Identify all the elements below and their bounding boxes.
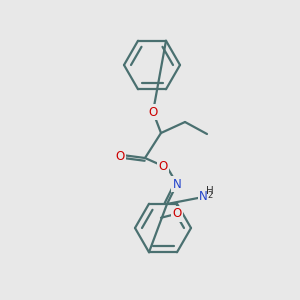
Text: O: O <box>116 149 124 163</box>
Text: O: O <box>148 106 158 118</box>
Text: 2: 2 <box>207 191 212 200</box>
Text: N: N <box>172 178 182 190</box>
Text: H: H <box>206 186 214 196</box>
Text: O: O <box>172 207 182 220</box>
Text: N: N <box>199 190 208 202</box>
Text: O: O <box>158 160 168 172</box>
